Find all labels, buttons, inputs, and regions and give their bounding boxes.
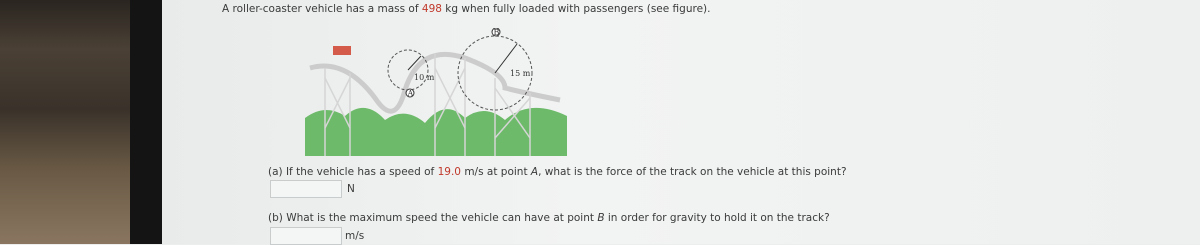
track (309, 51, 561, 114)
point: B (597, 212, 605, 224)
intro: A roller-coaster vehicle has a mass of 4… (222, 3, 710, 15)
vehicle (333, 46, 351, 55)
point-a-label: A (407, 89, 414, 98)
speed: 19.0 (437, 166, 461, 178)
background-photo (0, 0, 130, 244)
loop-b (457, 35, 533, 111)
point-a-marker (405, 88, 415, 98)
trestle (324, 53, 531, 156)
text: (a) If the vehicle has a speed of (268, 166, 438, 178)
text: m/s at point (460, 166, 531, 178)
text: in order for gravity to hold it on the t… (604, 212, 830, 224)
point: A (530, 166, 539, 178)
text: A roller-coaster vehicle has a mass of (222, 3, 422, 15)
point-b-marker (491, 28, 501, 37)
mass: 498 (421, 3, 442, 15)
unit-a: N (347, 183, 355, 195)
radius-b-arrow (494, 43, 518, 74)
text: kg when fully loaded with passengers (se… (441, 3, 711, 15)
radius-a-arrow (407, 55, 422, 71)
hills (305, 107, 567, 156)
radius-b-label: 15 m (510, 69, 531, 78)
answer-b-input[interactable] (270, 227, 342, 245)
unit-b: m/s (345, 230, 365, 242)
answer-a-input[interactable] (270, 180, 342, 198)
figure: B 10 m 15 m A (305, 28, 567, 156)
part-b-question: (b) What is the maximum speed the vehicl… (268, 212, 830, 224)
monitor-bezel (130, 0, 162, 244)
text: (b) What is the maximum speed the vehicl… (268, 212, 598, 224)
text: , what is the force of the track on the … (538, 166, 847, 178)
point-b-label: B (494, 28, 500, 37)
part-a-question: (a) If the vehicle has a speed of 19.0 m… (268, 166, 847, 178)
radius-a-label: 10 m (414, 73, 435, 82)
